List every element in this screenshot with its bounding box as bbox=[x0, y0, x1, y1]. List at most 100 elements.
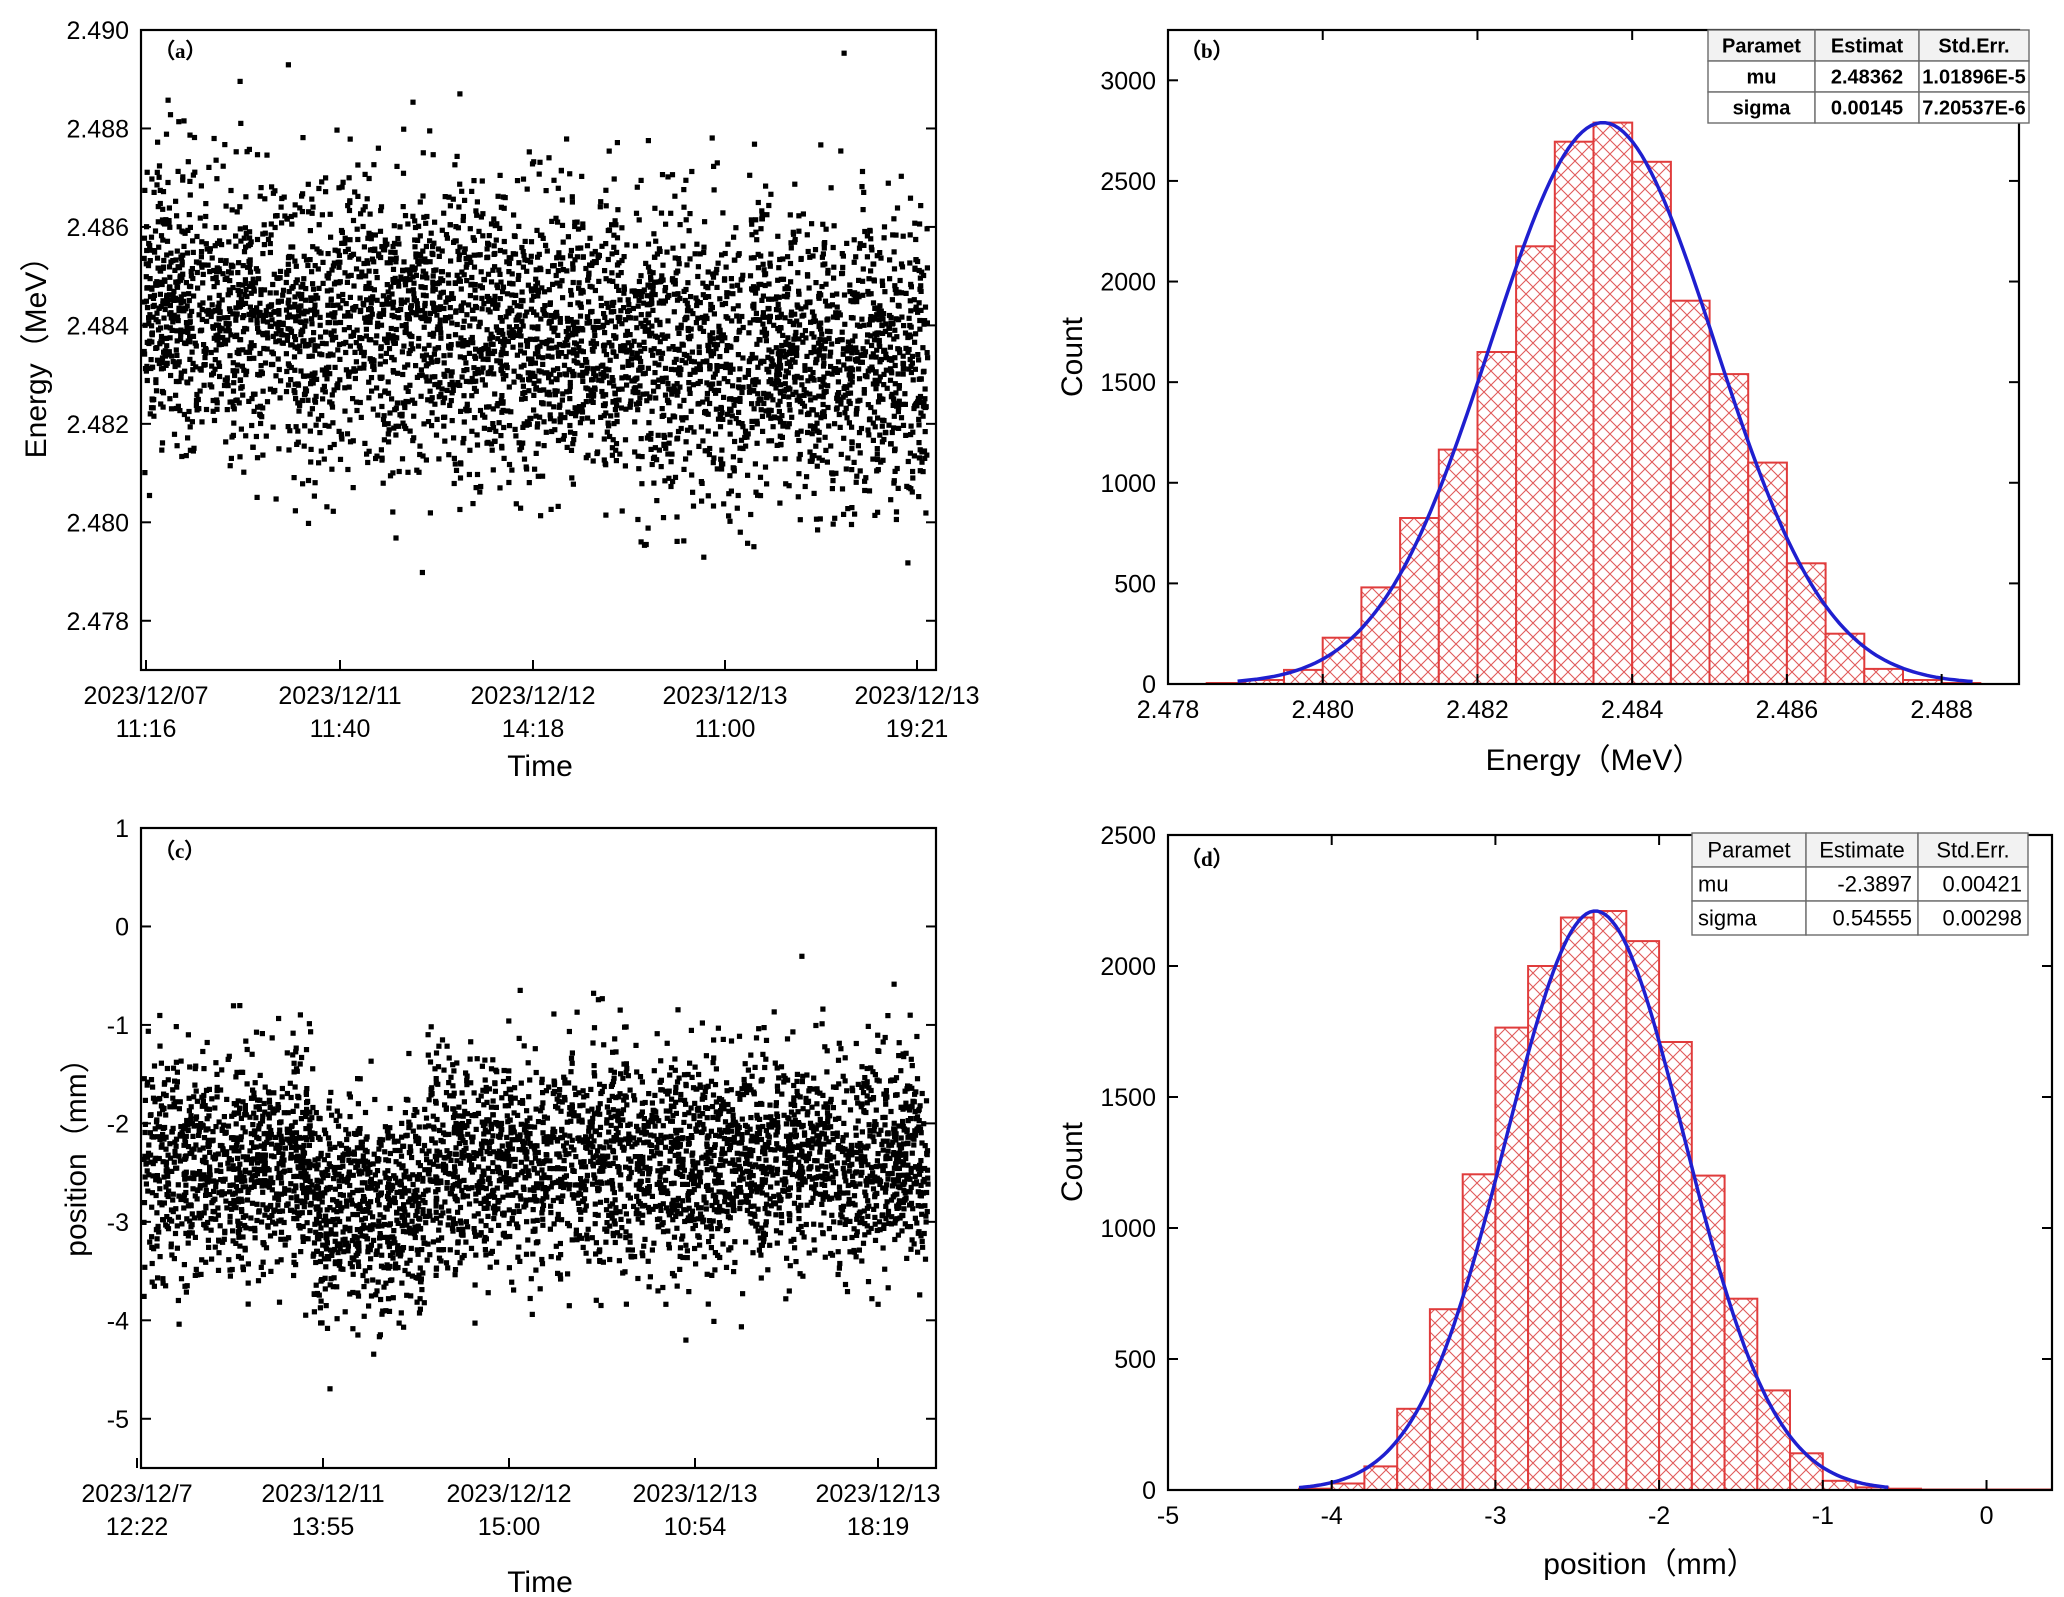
a-data-point bbox=[808, 374, 814, 380]
a-data-point bbox=[760, 321, 766, 327]
a-data-point bbox=[873, 354, 879, 360]
a-data-point bbox=[652, 360, 658, 366]
a-data-point bbox=[362, 204, 368, 210]
a-data-point bbox=[460, 217, 466, 224]
a-data-point bbox=[213, 308, 219, 314]
a-data-point bbox=[247, 304, 253, 310]
a-data-point bbox=[683, 439, 689, 445]
a-data-point bbox=[788, 364, 794, 370]
a-data-point bbox=[535, 421, 541, 427]
a-data-point bbox=[352, 189, 358, 195]
a-data-point bbox=[737, 395, 743, 402]
a-data-point bbox=[875, 399, 882, 405]
a-data-point bbox=[776, 408, 782, 415]
a-data-point bbox=[300, 338, 306, 344]
a-data-point bbox=[708, 386, 714, 392]
a-data-point bbox=[818, 384, 824, 390]
a-data-point bbox=[821, 382, 827, 388]
c-data-point bbox=[725, 1202, 731, 1208]
a-xtick-label-date: 2023/12/13 bbox=[854, 682, 979, 710]
a-data-point bbox=[795, 494, 801, 500]
a-data-point bbox=[690, 382, 696, 388]
a-data-point bbox=[214, 240, 221, 246]
a-data-point bbox=[845, 356, 851, 362]
a-data-point bbox=[188, 273, 194, 279]
a-data-point bbox=[472, 303, 479, 310]
a-data-point bbox=[336, 252, 342, 258]
a-data-point bbox=[694, 298, 700, 304]
a-data-point bbox=[427, 128, 433, 134]
a-data-point bbox=[575, 226, 582, 232]
a-data-point bbox=[324, 376, 330, 382]
a-data-point bbox=[378, 208, 384, 214]
a-data-point bbox=[671, 383, 677, 389]
a-data-point bbox=[879, 423, 885, 429]
a-data-point bbox=[440, 278, 446, 284]
a-data-point bbox=[253, 266, 259, 272]
a-data-point bbox=[439, 269, 445, 275]
a-data-point bbox=[435, 345, 441, 351]
a-data-point bbox=[778, 311, 784, 317]
a-data-point bbox=[638, 320, 644, 326]
a-data-point bbox=[305, 181, 311, 187]
c-data-point bbox=[420, 1270, 426, 1276]
a-data-point bbox=[507, 333, 513, 339]
c-data-point bbox=[712, 1082, 719, 1088]
c-data-point bbox=[676, 1151, 682, 1157]
a-data-point bbox=[558, 168, 564, 174]
c-data-point bbox=[589, 1235, 595, 1241]
c-data-point bbox=[409, 1227, 415, 1233]
a-data-point bbox=[151, 413, 157, 419]
a-data-point bbox=[799, 382, 805, 388]
a-data-point bbox=[575, 245, 581, 251]
a-data-point bbox=[429, 423, 435, 429]
a-data-point bbox=[777, 325, 784, 331]
a-data-point bbox=[775, 351, 781, 357]
c-data-point bbox=[179, 1221, 185, 1227]
a-data-point bbox=[173, 392, 179, 398]
a-data-point bbox=[541, 443, 547, 449]
c-data-point bbox=[399, 1120, 405, 1126]
a-data-point bbox=[418, 253, 424, 259]
c-data-point bbox=[576, 1118, 582, 1124]
a-data-point bbox=[807, 254, 813, 260]
c-data-point bbox=[739, 1132, 745, 1138]
a-data-point bbox=[871, 409, 878, 415]
a-data-point bbox=[782, 381, 788, 387]
a-data-point bbox=[624, 242, 630, 248]
a-data-point bbox=[255, 404, 261, 410]
a-data-point bbox=[735, 384, 742, 390]
a-data-point bbox=[651, 231, 657, 237]
a-data-point bbox=[586, 274, 592, 280]
c-data-point bbox=[692, 1064, 698, 1070]
c-data-point bbox=[406, 1050, 412, 1057]
a-data-point bbox=[499, 443, 505, 449]
a-data-point bbox=[753, 316, 759, 323]
panel-a-plot-frame bbox=[139, 28, 938, 672]
a-data-point bbox=[547, 412, 553, 418]
c-data-point bbox=[173, 1024, 179, 1030]
c-data-point bbox=[433, 1215, 440, 1221]
a-data-point bbox=[286, 297, 292, 303]
a-data-point bbox=[600, 362, 606, 368]
a-data-point bbox=[623, 332, 629, 338]
a-data-point bbox=[179, 453, 185, 460]
a-data-point bbox=[485, 356, 491, 363]
a-data-point bbox=[786, 421, 792, 427]
b-hist-bar bbox=[1863, 667, 1905, 686]
a-data-point bbox=[241, 469, 247, 475]
a-data-point bbox=[417, 199, 423, 205]
c-data-point bbox=[447, 1151, 453, 1157]
a-data-point bbox=[892, 283, 898, 289]
a-data-point bbox=[711, 163, 717, 169]
a-data-point bbox=[639, 454, 645, 460]
a-data-point bbox=[703, 313, 709, 319]
a-data-point bbox=[724, 290, 730, 296]
a-data-point bbox=[688, 294, 694, 300]
a-data-point bbox=[350, 305, 356, 311]
c-data-point bbox=[386, 1244, 392, 1250]
a-data-point bbox=[464, 401, 470, 407]
a-data-point bbox=[219, 297, 225, 303]
a-data-point bbox=[368, 236, 374, 242]
a-data-point bbox=[648, 446, 654, 452]
